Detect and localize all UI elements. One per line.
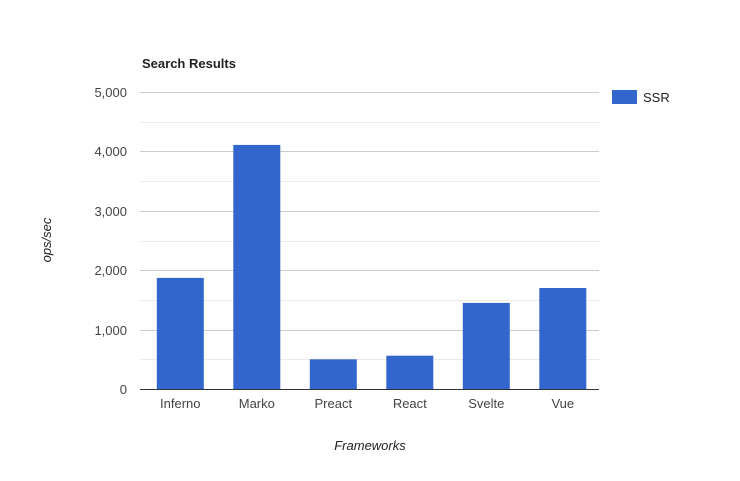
- x-tick-label: Inferno: [160, 396, 200, 411]
- x-tick-label: Marko: [239, 396, 275, 411]
- x-tick-label: Vue: [551, 396, 574, 411]
- legend-swatch-ssr: [612, 90, 637, 104]
- bar-svelte: [462, 302, 510, 389]
- legend: SSR: [612, 90, 670, 105]
- bar-marko: [233, 144, 281, 389]
- x-tick-label: React: [393, 396, 427, 411]
- x-axis-title: Frameworks: [334, 438, 406, 453]
- bar-inferno: [156, 277, 204, 389]
- bar-react: [386, 355, 434, 389]
- x-tick-label: Preact: [315, 396, 353, 411]
- y-tick-label: 4,000: [94, 144, 127, 159]
- gridlines: [140, 92, 599, 360]
- y-tick-label: 3,000: [94, 204, 127, 219]
- y-tick-label: 5,000: [94, 85, 127, 100]
- chart-title: Search Results: [142, 56, 236, 71]
- y-axis-title: ops/sec: [39, 217, 54, 262]
- bars: [156, 144, 587, 389]
- y-tick-label: 1,000: [94, 323, 127, 338]
- y-axis-ticks: 0 1,000 2,000 3,000 4,000 5,000: [94, 85, 127, 397]
- bar-preact: [309, 359, 357, 389]
- legend-label-ssr: SSR: [643, 90, 670, 105]
- y-tick-label: 0: [120, 382, 127, 397]
- x-axis-ticks: Inferno Marko Preact React Svelte Vue: [160, 396, 574, 411]
- x-tick-label: Svelte: [468, 396, 504, 411]
- bar-vue: [539, 288, 587, 389]
- y-tick-label: 2,000: [94, 263, 127, 278]
